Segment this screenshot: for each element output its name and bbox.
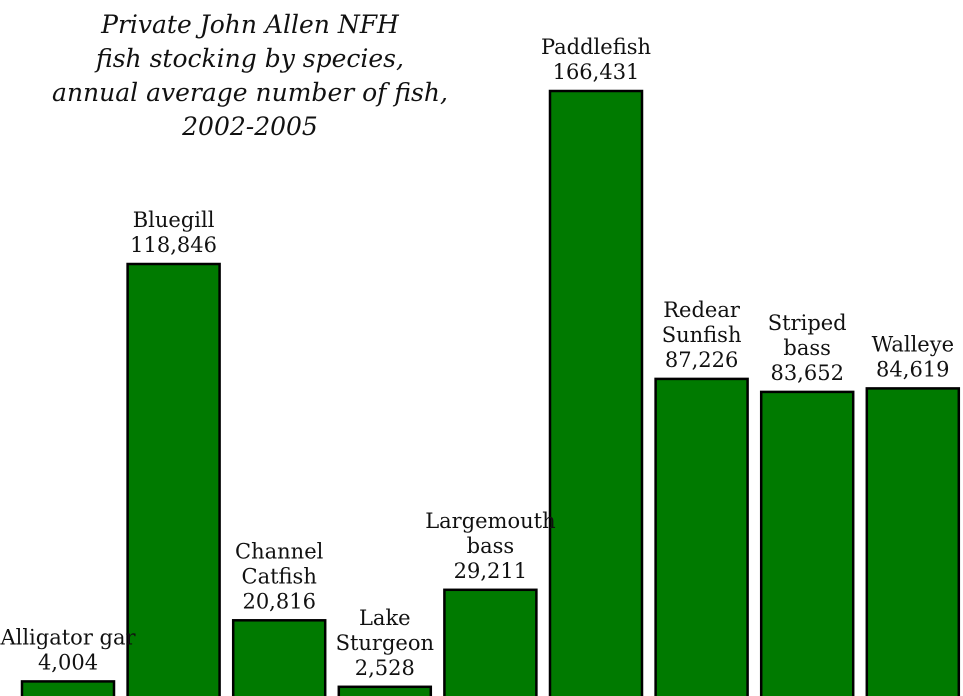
value-label-bluegill: 118,846 xyxy=(130,233,217,257)
bar-bluegill xyxy=(126,262,221,696)
bar-alligator-gar xyxy=(20,680,116,696)
category-label-walleye-line-1: Walleye xyxy=(872,332,954,356)
category-label-lake-sturgeon-line-2: Sturgeon xyxy=(336,631,434,655)
category-label-channel-catfish-line-1: Channel xyxy=(235,539,324,563)
category-label-striped-bass-line-2: bass xyxy=(783,336,831,360)
value-label-redear-sunfish: 87,226 xyxy=(665,348,738,372)
category-label-redear-sunfish-line-2: Sunfish xyxy=(662,323,742,347)
category-label-bluegill-line-1: Bluegill xyxy=(133,208,215,232)
chart-title-line-3: annual average number of fish, xyxy=(52,78,448,107)
bar-largemouth-bass xyxy=(443,588,538,696)
value-label-channel-catfish: 20,816 xyxy=(242,589,315,613)
bar-redear-sunfish xyxy=(654,377,749,696)
value-label-largemouth-bass: 29,211 xyxy=(454,559,527,583)
value-label-paddlefish: 166,431 xyxy=(553,60,640,84)
bar-paddlefish xyxy=(548,89,644,696)
category-label-striped-bass-line-1: Striped xyxy=(768,311,847,335)
chart-title-line-4: 2002-2005 xyxy=(182,112,318,141)
value-label-lake-sturgeon: 2,528 xyxy=(355,656,415,680)
category-label-channel-catfish-line-2: Catfish xyxy=(242,564,317,588)
value-label-walleye: 84,619 xyxy=(876,357,949,381)
bar-striped-bass xyxy=(759,390,855,696)
category-label-paddlefish-line-1: Paddlefish xyxy=(541,35,651,59)
category-label-alligator-gar-line-1: Alligator gar xyxy=(0,625,136,649)
category-label-redear-sunfish-line-1: Redear xyxy=(663,298,741,322)
value-label-alligator-gar: 4,004 xyxy=(38,650,98,674)
bars-layer xyxy=(20,89,961,696)
chart-title-line-2: fish stocking by species, xyxy=(96,44,404,73)
category-label-largemouth-bass-line-1: Largemouth xyxy=(425,509,555,533)
category-label-lake-sturgeon-line-1: Lake xyxy=(359,606,411,630)
chart-title-line-1: Private John Allen NFH xyxy=(101,10,399,39)
bar-lake-sturgeon xyxy=(337,685,433,696)
category-label-largemouth-bass-line-2: bass xyxy=(467,534,515,558)
chart-title: Private John Allen NFH fish stocking by … xyxy=(20,8,480,144)
value-label-striped-bass: 83,652 xyxy=(770,361,843,385)
bar-walleye xyxy=(865,387,961,696)
bar-channel-catfish xyxy=(231,619,327,696)
